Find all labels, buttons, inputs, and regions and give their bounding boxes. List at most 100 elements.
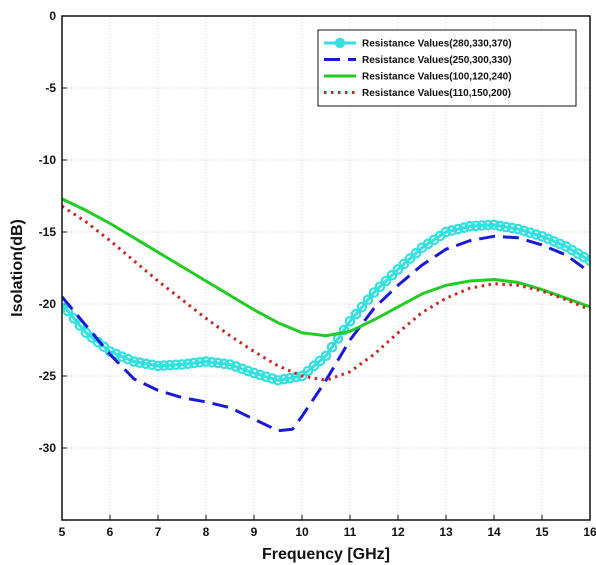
series-1-marker — [236, 363, 248, 375]
y-tick-label: -25 — [39, 369, 57, 383]
series-1-marker — [122, 353, 134, 365]
y-axis-label: Isolation(dB) — [9, 219, 26, 317]
series-1-marker — [338, 324, 350, 336]
series-1-marker — [242, 365, 254, 377]
series-1-marker — [206, 356, 218, 368]
series-1-marker — [452, 223, 464, 235]
series-1-marker — [512, 223, 524, 235]
legend-box — [317, 29, 577, 107]
legend-label-2: Resistance Values(250,300,330) — [362, 55, 512, 66]
x-tick-label: 14 — [487, 525, 501, 539]
series-1-marker — [140, 358, 152, 370]
series-1-marker — [296, 370, 308, 382]
x-axis-label: Frequency [GHz] — [262, 546, 390, 563]
y-tick-label: -5 — [45, 81, 56, 95]
x-tick-label: 13 — [439, 525, 453, 539]
series-1-marker — [164, 359, 176, 371]
series-line-2 — [62, 234, 590, 433]
series-1-marker — [398, 258, 410, 270]
series-1-marker — [146, 359, 158, 371]
series-1-marker — [536, 231, 548, 242]
series-1-marker — [182, 358, 194, 370]
series-1-marker — [224, 359, 236, 370]
series-1-marker — [356, 301, 368, 313]
x-tick-label: 12 — [391, 525, 405, 539]
x-tick-label: 10 — [295, 525, 309, 539]
series-1-marker — [62, 305, 74, 317]
series-1-marker — [128, 356, 140, 367]
series-1-marker — [278, 373, 290, 385]
series-1-marker — [380, 275, 392, 287]
legend: Resistance Values(280,330,370) Resistance… — [317, 29, 577, 107]
series-1-marker — [446, 225, 458, 236]
series-1-marker — [530, 229, 542, 240]
y-tick-label: -10 — [39, 153, 57, 167]
series-1-marker — [212, 357, 224, 369]
series-1-marker — [116, 351, 128, 362]
y-tick-label: -15 — [39, 225, 57, 239]
x-tick-label: 9 — [251, 525, 258, 539]
series-1-marker — [506, 222, 518, 234]
series-1-marker — [368, 287, 380, 298]
series-1-marker — [158, 360, 170, 371]
y-tick-label: -30 — [39, 441, 57, 455]
series-1-marker — [392, 264, 404, 275]
x-tick-label: 5 — [59, 525, 66, 539]
series-1-marker — [152, 360, 164, 372]
series-group — [62, 197, 590, 433]
series-1-marker — [254, 369, 266, 381]
series-1-marker — [320, 350, 332, 362]
series-1-marker — [374, 281, 386, 292]
series-1-marker — [110, 348, 122, 360]
series-1-marker — [350, 308, 362, 320]
series-1-marker — [440, 226, 452, 238]
series-1-marker — [464, 220, 476, 232]
series-1-marker — [176, 359, 188, 370]
series-1-marker — [488, 219, 500, 231]
legend-label-4: Resistance Values(110,150,200) — [362, 88, 511, 99]
series-1-marker — [266, 373, 278, 384]
series-1-marker — [260, 371, 272, 382]
series-1-marker — [194, 356, 206, 368]
series-1-marker — [362, 294, 374, 305]
series-1-marker — [470, 220, 482, 232]
y-tick-label: -20 — [39, 297, 57, 311]
series-1-marker — [170, 359, 182, 371]
series-1-marker — [482, 219, 494, 231]
series-1-marker — [272, 374, 284, 386]
series-1-marker — [344, 315, 356, 327]
series-1-marker — [200, 356, 212, 367]
series-1-marker — [458, 222, 470, 233]
x-tick-label: 7 — [155, 525, 162, 539]
series-1-marker — [218, 358, 230, 370]
x-tick-label: 11 — [344, 525, 357, 539]
series-1-marker — [524, 227, 536, 238]
x-tick-label: 6 — [107, 525, 114, 539]
series-1-marker — [410, 247, 422, 259]
series-1-marker — [284, 372, 296, 384]
plot-frame — [61, 15, 591, 521]
series-1-marker — [548, 236, 560, 247]
x-tick-label: 8 — [203, 525, 210, 539]
series-1-marker — [134, 357, 146, 368]
x-tick-label: 15 — [535, 525, 549, 539]
x-tick-label: 16 — [583, 525, 596, 539]
y-tick-label: 0 — [49, 9, 56, 23]
legend-label-1: Resistance Values(280,330,370) — [362, 39, 512, 50]
series-line-3 — [62, 197, 590, 338]
series-1-marker — [542, 233, 554, 245]
series-1-marker — [248, 367, 260, 379]
series-1-marker — [404, 253, 416, 264]
legend-marker — [334, 37, 346, 49]
series-1-marker — [308, 360, 320, 372]
series-1-marker — [230, 361, 242, 372]
series-1-marker — [518, 225, 530, 237]
series-1-marker — [188, 357, 200, 369]
series-1-marker — [494, 220, 506, 232]
series-1-marker — [554, 238, 566, 250]
series-1-marker — [476, 220, 488, 231]
series-1-marker — [500, 221, 512, 233]
series-1-marker — [386, 269, 398, 281]
series-1-marker — [302, 365, 314, 377]
